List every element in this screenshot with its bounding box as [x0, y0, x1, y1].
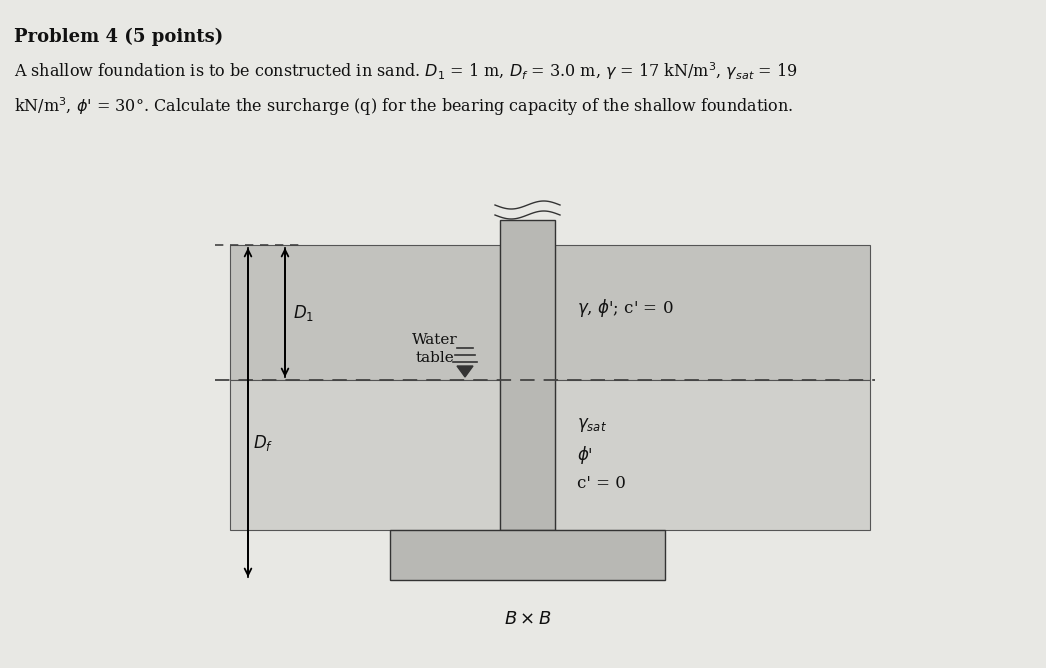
Text: $B \times B$: $B \times B$: [504, 610, 551, 628]
Text: $D_1$: $D_1$: [293, 303, 314, 323]
Polygon shape: [457, 366, 473, 377]
Bar: [500, 220, 555, 530]
Bar: [555, 380, 870, 530]
Bar: [230, 380, 500, 530]
Text: Water: Water: [412, 333, 458, 347]
Text: Problem 4 (5 points): Problem 4 (5 points): [14, 28, 223, 46]
Text: $\gamma$, $\phi$'; c' = 0: $\gamma$, $\phi$'; c' = 0: [577, 297, 674, 319]
Bar: [230, 245, 500, 380]
Text: kN/m$^3$, $\phi$' = 30°. Calculate the surcharge (q) for the bearing capacity of: kN/m$^3$, $\phi$' = 30°. Calculate the s…: [14, 95, 793, 118]
Text: $\phi$': $\phi$': [577, 444, 593, 466]
Text: A shallow foundation is to be constructed in sand. $D_1$ = 1 m, $D_f$ = 3.0 m, $: A shallow foundation is to be constructe…: [14, 60, 798, 81]
Text: table: table: [415, 351, 454, 365]
Text: $D_f$: $D_f$: [253, 432, 273, 452]
Bar: [390, 530, 665, 580]
Text: $\gamma_{sat}$: $\gamma_{sat}$: [577, 416, 607, 434]
Bar: [555, 245, 870, 380]
Text: c' = 0: c' = 0: [577, 474, 626, 492]
